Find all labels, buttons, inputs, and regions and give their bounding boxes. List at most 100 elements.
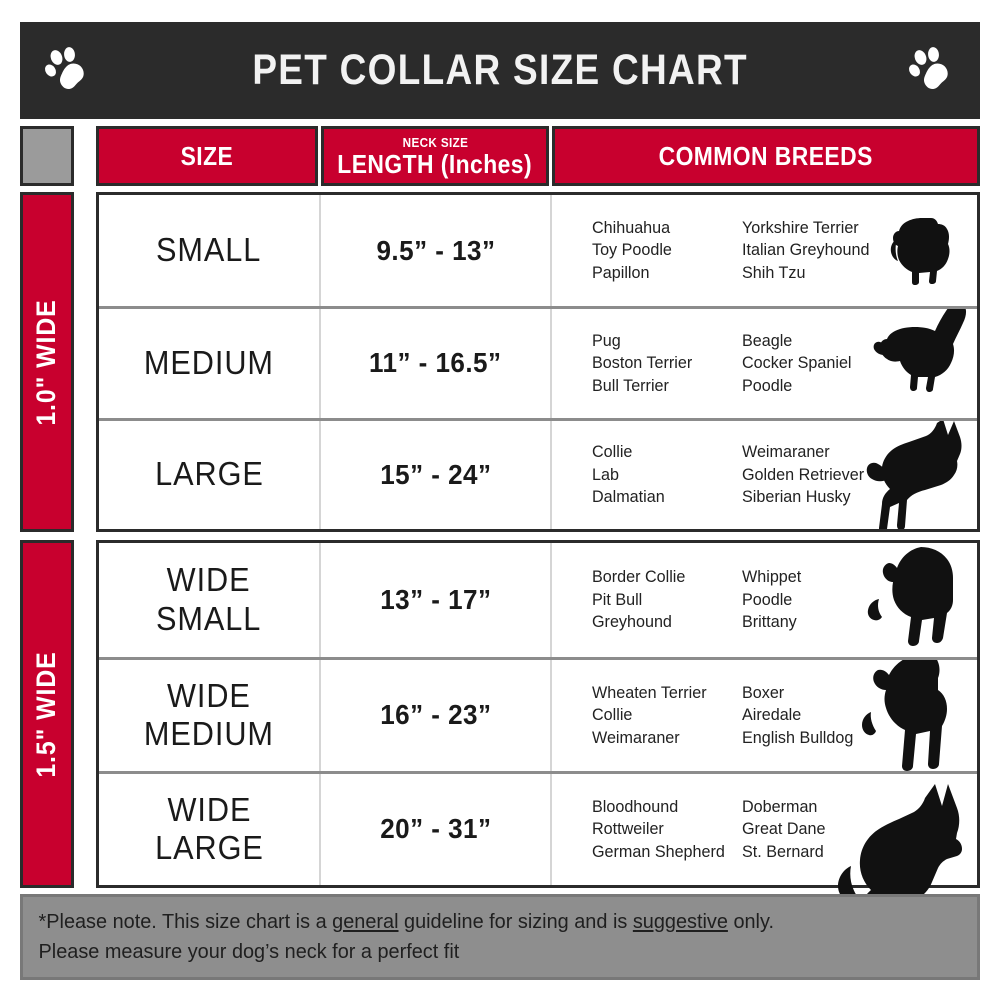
breed-item: Weimaraner [742, 442, 830, 462]
table-row: WIDE MEDIUM 16” - 23” Wheaten Terrier Co… [99, 656, 977, 771]
section-1-body: SMALL 9.5” - 13” Chihuahua Toy Poodle Pa… [96, 192, 980, 532]
table-row: WIDE LARGE 20” - 31” Bloodhound Rottweil… [99, 770, 977, 885]
footer-line1-part-b: guideline for sizing and is [398, 910, 633, 934]
breed-item: Airedale [742, 705, 802, 725]
breed-list-col2: Whippet Poodle Brittany [742, 566, 894, 633]
size-value: WIDE MEDIUM [143, 676, 275, 753]
breed-item: Bull Terrier [592, 375, 669, 395]
breed-item: Cocker Spaniel [742, 353, 852, 373]
breed-item: Boxer [742, 682, 785, 702]
length-value: 13” - 17” [379, 583, 492, 615]
footer-line1-part-c: only. [727, 910, 774, 934]
section-width-label-2: 1.5" WIDE [20, 540, 74, 888]
breed-list-col2: Doberman Great Dane St. Bernard [742, 796, 894, 863]
breed-item: Poodle [742, 589, 793, 609]
header-label-size: SIZE [180, 140, 234, 171]
size-value: SMALL [156, 231, 262, 269]
breed-item: Poodle [742, 375, 793, 395]
cell-neck-length: 9.5” - 13” [321, 195, 552, 307]
chart-title: PET COLLAR SIZE CHART [252, 46, 748, 94]
cell-size: WIDE MEDIUM [99, 659, 321, 771]
header-cell-common-breeds: COMMON BREEDS [552, 126, 980, 186]
breed-list-col2: Beagle Cocker Spaniel Poodle [742, 330, 894, 397]
breed-item: Pug [592, 330, 621, 350]
breed-item: Pit Bull [592, 589, 643, 609]
breed-item: Toy Poodle [592, 240, 672, 260]
breed-item: Collie [592, 705, 633, 725]
breed-list-col1: Collie Lab Dalmatian [592, 441, 735, 508]
breed-item: Rottweiler [592, 819, 664, 839]
size-chart: PET COLLAR SIZE CHART SIZE NECK SIZE LEN… [20, 22, 980, 980]
footer-underline-general: general [332, 910, 399, 934]
breed-item: Greyhound [592, 612, 672, 632]
breed-item: Boston Terrier [592, 353, 693, 373]
breed-item: Collie [592, 442, 633, 462]
header-label-common-breeds: COMMON BREEDS [658, 140, 874, 171]
cell-common-breeds: Collie Lab Dalmatian Weimaraner Golden R… [552, 420, 977, 529]
cell-neck-length: 11” - 16.5” [321, 309, 552, 418]
footer-note-bar: *Please note. This size chart is a gener… [20, 894, 980, 980]
cell-size: LARGE [99, 420, 321, 529]
breed-item: Weimaraner [592, 727, 680, 747]
breed-item: Whippet [742, 567, 802, 587]
length-value: 11” - 16.5” [369, 347, 502, 379]
section-width-text-1: 1.0" WIDE [31, 298, 62, 426]
size-value: MEDIUM [143, 344, 275, 382]
table-row: MEDIUM 11” - 16.5” Pug Boston Terrier Bu… [99, 306, 977, 418]
breed-item: Yorkshire Terrier [742, 218, 859, 237]
cell-size: MEDIUM [99, 309, 321, 418]
breed-item: Italian Greyhound [742, 240, 870, 260]
breed-list-col2: Boxer Airedale English Bulldog [742, 682, 894, 749]
cell-common-breeds: Wheaten Terrier Collie Weimaraner Boxer … [552, 659, 977, 771]
table-row: SMALL 9.5” - 13” Chihuahua Toy Poodle Pa… [99, 195, 977, 307]
footer-underline-suggestive: suggestive [632, 910, 728, 934]
length-value: 20” - 31” [379, 813, 492, 845]
size-value: WIDE SMALL [156, 561, 262, 637]
cell-common-breeds: Border Collie Pit Bull Greyhound Whippet… [552, 543, 977, 657]
cell-common-breeds: Pug Boston Terrier Bull Terrier Beagle C… [552, 309, 977, 417]
header-cell-length: NECK SIZE LENGTH (Inches) [321, 126, 549, 186]
cell-neck-length: 20” - 31” [321, 773, 552, 885]
breed-list-col1: Wheaten Terrier Collie Weimaraner [592, 682, 735, 749]
breed-list-col1: Border Collie Pit Bull Greyhound [592, 566, 735, 633]
breed-item: Siberian Husky [742, 487, 851, 507]
cell-common-breeds: Bloodhound Rottweiler German Shepherd Do… [552, 774, 977, 885]
header-corner-cell [20, 126, 74, 186]
footer-note-text: *Please note. This size chart is a gener… [23, 907, 789, 966]
breed-item: Doberman [742, 796, 818, 816]
cell-neck-length: 13” - 17” [321, 543, 552, 657]
section-2-body: WIDE SMALL 13” - 17” Border Collie Pit B… [96, 540, 980, 888]
cell-neck-length: 16” - 23” [321, 659, 552, 771]
breed-list-col1: Pug Boston Terrier Bull Terrier [592, 330, 735, 397]
breed-item: Lab [592, 464, 619, 484]
cell-size: WIDE LARGE [99, 773, 321, 885]
breed-item: Border Collie [592, 567, 686, 587]
length-value: 15” - 24” [379, 458, 492, 490]
breed-item: Brittany [742, 612, 797, 632]
breed-item: Great Dane [742, 819, 826, 839]
table-header-row: SIZE NECK SIZE LENGTH (Inches) COMMON BR… [20, 126, 980, 186]
breed-item: St. Bernard [742, 841, 824, 861]
cell-size: SMALL [99, 195, 321, 307]
table-row: WIDE SMALL 13” - 17” Border Collie Pit B… [99, 543, 977, 657]
cell-size: WIDE SMALL [99, 543, 321, 657]
breed-list-col2: Yorkshire Terrier Italian Greyhound Shih… [742, 217, 894, 284]
breed-item: English Bulldog [742, 727, 854, 747]
breed-list-col1: Chihuahua Toy Poodle Papillon [592, 217, 735, 284]
chart-title-bar: PET COLLAR SIZE CHART [20, 22, 980, 119]
breed-item: German Shepherd [592, 841, 725, 861]
header-label-length: LENGTH (Inches) [337, 148, 533, 179]
breed-item: Dalmatian [592, 487, 665, 507]
footer-line1-part-a: *Please note. This size chart is a [38, 910, 333, 934]
breed-item: Beagle [742, 330, 793, 350]
cell-neck-length: 15” - 24” [321, 420, 552, 529]
cell-common-breeds: Chihuahua Toy Poodle Papillon Yorkshire … [552, 195, 977, 306]
breed-list-col1: Bloodhound Rottweiler German Shepherd [592, 796, 735, 863]
footer-line2: Please measure your dog’s neck for a per… [38, 940, 460, 963]
breed-item: Shih Tzu [742, 262, 806, 282]
header-cell-size: SIZE [96, 126, 318, 186]
table-row: LARGE 15” - 24” Collie Lab Dalmatian Wei… [99, 417, 977, 529]
breed-item: Chihuahua [592, 218, 671, 237]
section-width-text-2: 1.5" WIDE [31, 650, 62, 778]
breed-list-col2: Weimaraner Golden Retriever Siberian Hus… [742, 441, 894, 508]
